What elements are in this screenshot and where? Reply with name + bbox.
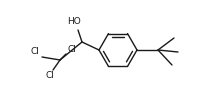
Text: Cl: Cl: [30, 48, 39, 56]
Text: Cl: Cl: [67, 46, 76, 54]
Text: HO: HO: [67, 17, 81, 27]
Text: Cl: Cl: [45, 72, 54, 80]
